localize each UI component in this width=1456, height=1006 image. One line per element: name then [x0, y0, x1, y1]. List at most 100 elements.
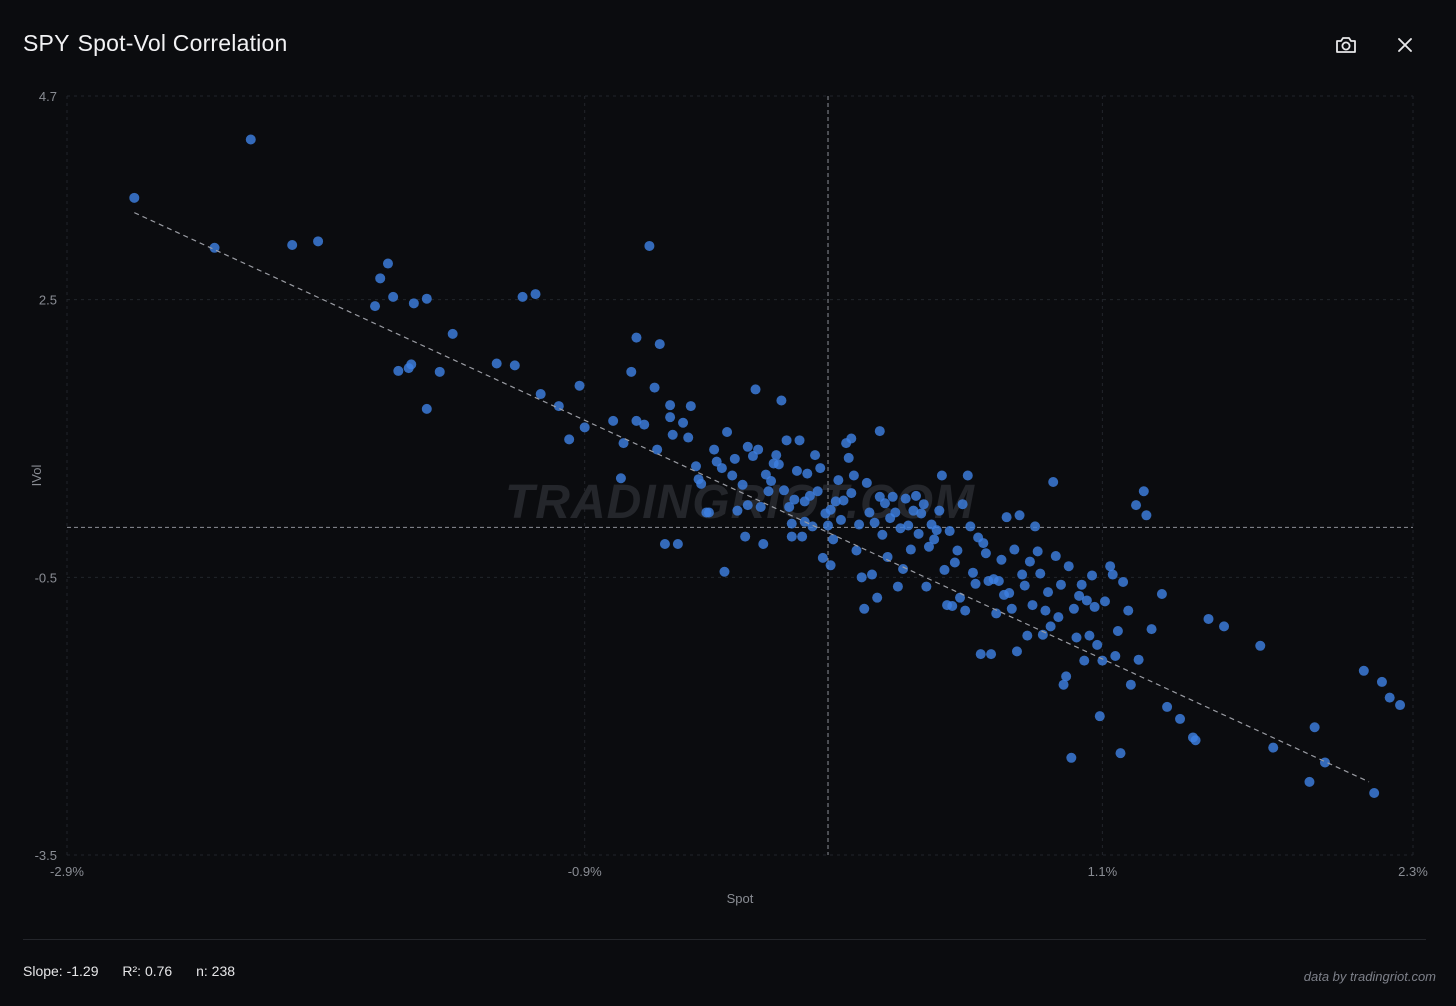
data-point — [911, 490, 922, 501]
data-point — [740, 531, 751, 542]
data-point — [967, 567, 978, 578]
trend-line — [134, 212, 1370, 783]
page-title: SPY Spot-Vol Correlation — [23, 30, 287, 57]
data-point — [1019, 580, 1030, 591]
data-point — [854, 519, 865, 530]
data-point — [980, 548, 991, 559]
data-point — [823, 520, 834, 531]
data-point — [1022, 630, 1033, 641]
data-point — [709, 444, 720, 455]
data-point — [1058, 679, 1069, 690]
x-tick-label: 1.1% — [1088, 864, 1118, 879]
data-point — [1032, 546, 1043, 557]
data-point — [639, 419, 650, 430]
data-point — [794, 435, 805, 446]
data-point — [825, 504, 836, 515]
data-point — [1094, 711, 1105, 722]
chart-area: TRADINGRIOT.COM 4.7 2.5 -0.5 -3.5 -2.9% -0.9% 1… — [0, 80, 1456, 920]
data-point — [388, 291, 399, 302]
data-point — [1076, 579, 1087, 590]
data-point — [1027, 600, 1038, 611]
data-point — [1001, 512, 1012, 523]
data-point — [652, 444, 663, 455]
data-point — [719, 566, 730, 577]
data-point — [771, 450, 782, 461]
data-point — [1175, 713, 1186, 724]
data-point — [1089, 601, 1100, 612]
data-point — [1035, 568, 1046, 579]
data-point — [828, 534, 839, 545]
data-point — [916, 508, 927, 519]
data-point — [1255, 640, 1266, 651]
data-point — [1053, 612, 1064, 623]
camera-icon — [1336, 37, 1356, 53]
data-point — [789, 494, 800, 505]
data-point — [753, 444, 764, 455]
data-point — [758, 538, 769, 549]
data-point — [781, 435, 792, 446]
data-point — [1063, 561, 1074, 572]
data-point — [1358, 665, 1369, 676]
data-point — [631, 332, 642, 343]
data-point — [879, 498, 890, 509]
data-point — [685, 401, 696, 412]
data-point — [815, 463, 826, 474]
data-point — [750, 384, 761, 395]
data-point — [807, 521, 818, 532]
data-point — [370, 301, 381, 312]
data-point — [812, 486, 823, 497]
data-point — [1146, 624, 1157, 635]
data-point — [406, 359, 417, 370]
data-point — [1304, 776, 1315, 787]
data-point — [727, 470, 738, 481]
data-point — [817, 552, 828, 563]
data-point — [833, 475, 844, 486]
data-point — [649, 382, 660, 393]
data-point — [313, 236, 324, 247]
data-point — [1156, 588, 1167, 599]
data-point — [665, 400, 676, 411]
data-point — [763, 486, 774, 497]
regression-stats: Slope: -1.29 R²: 0.76 n: 238 — [23, 963, 255, 979]
data-point — [810, 450, 821, 461]
screenshot-button[interactable] — [1331, 30, 1361, 60]
data-point — [797, 531, 808, 542]
data-point — [929, 534, 940, 545]
data-point — [1024, 556, 1035, 567]
data-point — [1376, 676, 1387, 687]
data-point — [944, 526, 955, 537]
data-point — [776, 395, 787, 406]
data-point — [393, 365, 404, 376]
data-point — [962, 470, 973, 481]
data-point — [1071, 632, 1082, 643]
data-point — [553, 401, 564, 412]
x-tick-label: -0.9% — [568, 864, 602, 879]
data-point — [755, 501, 766, 512]
data-point — [129, 192, 140, 203]
data-point — [421, 293, 432, 304]
close-button[interactable] — [1390, 30, 1420, 60]
data-point — [491, 358, 502, 369]
data-point — [1369, 787, 1380, 798]
data-point — [535, 389, 546, 400]
data-point — [986, 649, 997, 660]
data-point — [965, 521, 976, 532]
data-point — [970, 578, 981, 589]
data-point — [1030, 521, 1041, 532]
data-point — [877, 529, 888, 540]
data-point — [615, 473, 626, 484]
data-point — [1123, 605, 1134, 616]
data-point — [716, 463, 727, 474]
data-point — [287, 240, 298, 251]
data-point — [245, 134, 256, 145]
data-point — [835, 514, 846, 525]
data-point — [408, 298, 419, 309]
data-point — [1115, 748, 1126, 759]
data-point — [1203, 613, 1214, 624]
data-point — [1014, 510, 1025, 521]
data-point — [934, 505, 945, 516]
data-point — [872, 592, 883, 603]
data-point — [1061, 671, 1072, 682]
data-point — [996, 554, 1007, 565]
data-point — [742, 500, 753, 511]
